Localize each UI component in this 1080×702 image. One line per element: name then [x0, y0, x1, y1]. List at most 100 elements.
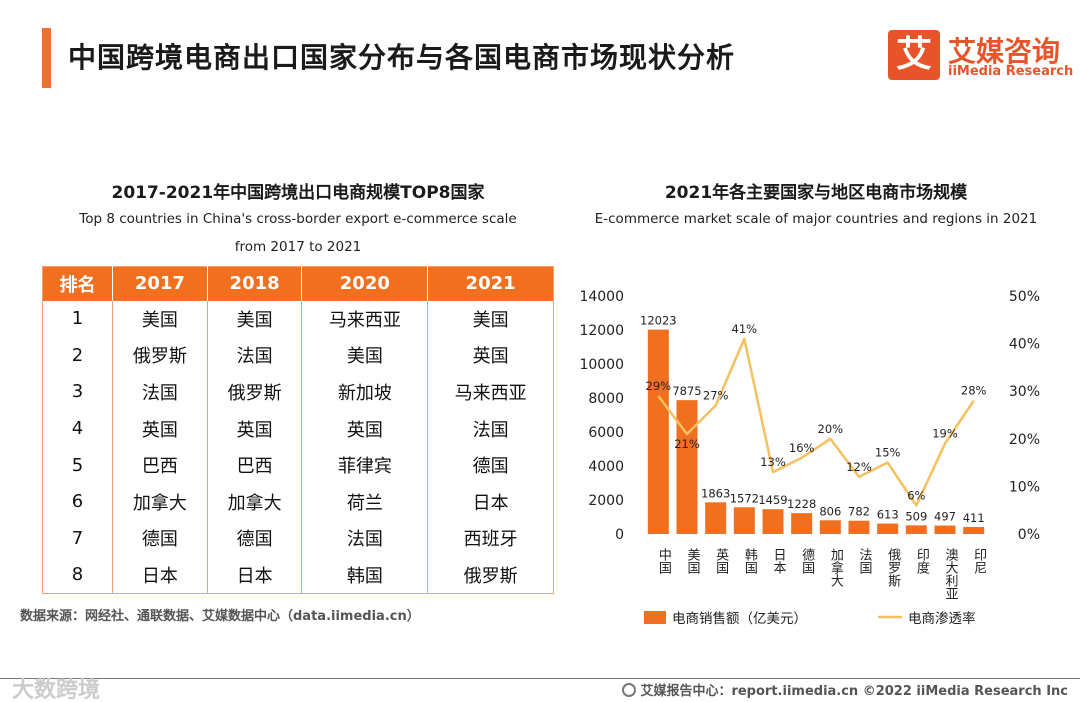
- iimedia-logo: 艾 艾媒咨询 iiMedia Research: [888, 30, 1073, 86]
- table-title-cn: 2017-2021年中国跨境出口电商规模TOP8国家: [111, 183, 485, 203]
- footer-credit: 艾媒报告中心：report.iimedia.cn ©2022 iiMedia R…: [622, 680, 1068, 699]
- bar-value-label: 509: [905, 509, 927, 523]
- y-left-tick-label: 0: [615, 527, 624, 543]
- line-value-label: 28%: [961, 384, 987, 398]
- table-row: 6 加拿大 加拿大 荷兰 日本: [42, 483, 554, 521]
- cell: 日本: [207, 556, 303, 594]
- x-tick-label: 美国: [685, 548, 701, 574]
- x-tick-label: 澳大利亚: [943, 547, 959, 600]
- bar: [819, 520, 841, 534]
- cell: 马来西亚: [454, 382, 527, 404]
- cell: 美国: [112, 300, 208, 338]
- bar-value-label: 7875: [672, 384, 701, 398]
- y-left-tick-label: 12000: [579, 323, 624, 339]
- cell: 荷兰: [301, 483, 429, 521]
- logo-en-text: iiMedia Research: [948, 64, 1074, 79]
- cell: 德国: [207, 520, 303, 557]
- cell: 德国: [112, 520, 208, 557]
- y-left-tick-label: 10000: [579, 357, 624, 373]
- bar: [934, 525, 956, 534]
- table-row: 1 美国 美国 马来西亚 美国: [42, 300, 554, 338]
- table-row: 3 法国 俄罗斯 新加坡 马来西亚: [42, 373, 554, 411]
- cell: 美国: [301, 337, 429, 374]
- bar: [877, 523, 899, 534]
- chart-title-en: E-commerce market scale of major countri…: [594, 211, 1038, 227]
- cell: 7: [42, 520, 113, 557]
- bar-value-label: 411: [963, 511, 985, 525]
- bar: [705, 502, 727, 534]
- line-value-label: 41%: [732, 322, 758, 336]
- table-row: 7 德国 德国 法国 西班牙: [42, 520, 554, 557]
- logo-mark: 艾: [888, 30, 940, 80]
- header-2018: 2018: [207, 266, 303, 301]
- line-value-label: 6%: [907, 488, 925, 502]
- cell: 马来西亚: [301, 300, 429, 338]
- cell: 俄罗斯: [207, 373, 303, 411]
- bar: [791, 513, 813, 534]
- watermark: 大数跨境: [12, 678, 101, 702]
- bar: [762, 509, 784, 534]
- cell: 法国: [472, 419, 509, 441]
- line-value-label: 27%: [703, 388, 729, 402]
- penetration-line: [657, 337, 975, 507]
- cell: 日本: [472, 492, 509, 514]
- line-value-label: 16%: [789, 441, 815, 455]
- cell: 3: [42, 373, 113, 411]
- cell: 法国: [112, 373, 208, 411]
- bar: [676, 400, 698, 534]
- x-tick-label: 印尼: [971, 548, 987, 574]
- cell: 英国: [301, 410, 429, 447]
- bar-value-label: 613: [877, 508, 899, 522]
- line-value-label: 15%: [875, 446, 901, 460]
- bar-value-label: 1863: [701, 486, 730, 500]
- page-title: 中国跨境电商出口国家分布与各国电商市场现状分析: [68, 41, 736, 74]
- header-2020: 2020: [301, 266, 429, 301]
- bar: [905, 525, 927, 534]
- y-right-tick-label: 20%: [1009, 432, 1040, 448]
- table-title-en-line1: Top 8 countries in China's cross-border …: [79, 211, 517, 227]
- cell: 英国: [472, 346, 509, 368]
- x-tick-label: 印度: [914, 548, 930, 574]
- bar: [647, 329, 669, 534]
- cell: 西班牙: [463, 529, 518, 551]
- bar-value-label: 1228: [787, 497, 816, 511]
- legend-bar-label: 电商销售额（亿美元）: [672, 611, 807, 627]
- x-tick-label: 日本: [771, 548, 787, 574]
- table-row: 4 英国 英国 英国 法国: [42, 410, 554, 447]
- bar-value-label: 806: [819, 504, 841, 518]
- bar-value-label: 1572: [730, 491, 759, 505]
- cell: 俄罗斯: [112, 337, 208, 374]
- header-2021: 2021: [427, 266, 554, 301]
- bar-value-label: 1459: [758, 493, 787, 507]
- line-value-label: 20%: [818, 422, 844, 436]
- cell: 俄罗斯: [463, 565, 518, 587]
- table-row: 2 俄罗斯 法国 美国 英国: [42, 337, 554, 374]
- y-right-tick-label: 30%: [1009, 384, 1040, 400]
- cell: 美国: [207, 300, 303, 338]
- y-left-tick-label: 6000: [588, 425, 624, 441]
- cell: 英国: [112, 410, 208, 447]
- globe-icon: [622, 683, 637, 697]
- cell: 法国: [301, 520, 429, 557]
- y-right-tick-label: 10%: [1009, 479, 1040, 495]
- cell: 美国: [472, 309, 509, 331]
- data-source-note: 数据来源：网经社、通联数据、艾媒数据中心（data.iimedia.cn）: [20, 609, 420, 624]
- table-row: 5 巴西 巴西 菲律宾 德国: [42, 446, 554, 484]
- line-value-label: 13%: [760, 455, 786, 469]
- top8-countries-table: 排名 2017 2018 2020 2021 1 美国 美国 马来西亚 美国 2…: [42, 266, 554, 594]
- x-tick-label: 法国: [857, 548, 873, 574]
- y-left-tick-label: 14000: [579, 289, 624, 305]
- y-left-tick-label: 2000: [588, 493, 624, 509]
- cell: 8: [42, 556, 113, 594]
- footer-text: 艾媒报告中心：report.iimedia.cn ©2022 iiMedia R…: [640, 684, 1068, 699]
- x-tick-label: 德国: [799, 548, 815, 574]
- header-rank: 排名: [42, 266, 113, 301]
- title-accent-bar: [42, 28, 51, 88]
- header-2017: 2017: [112, 266, 208, 301]
- bar: [848, 520, 870, 534]
- legend-line-label: 电商渗透率: [908, 610, 976, 627]
- cell: 巴西: [112, 446, 208, 484]
- x-tick-label: 加拿大: [828, 548, 844, 587]
- bar: [963, 527, 985, 534]
- x-tick-label: 英国: [713, 548, 729, 574]
